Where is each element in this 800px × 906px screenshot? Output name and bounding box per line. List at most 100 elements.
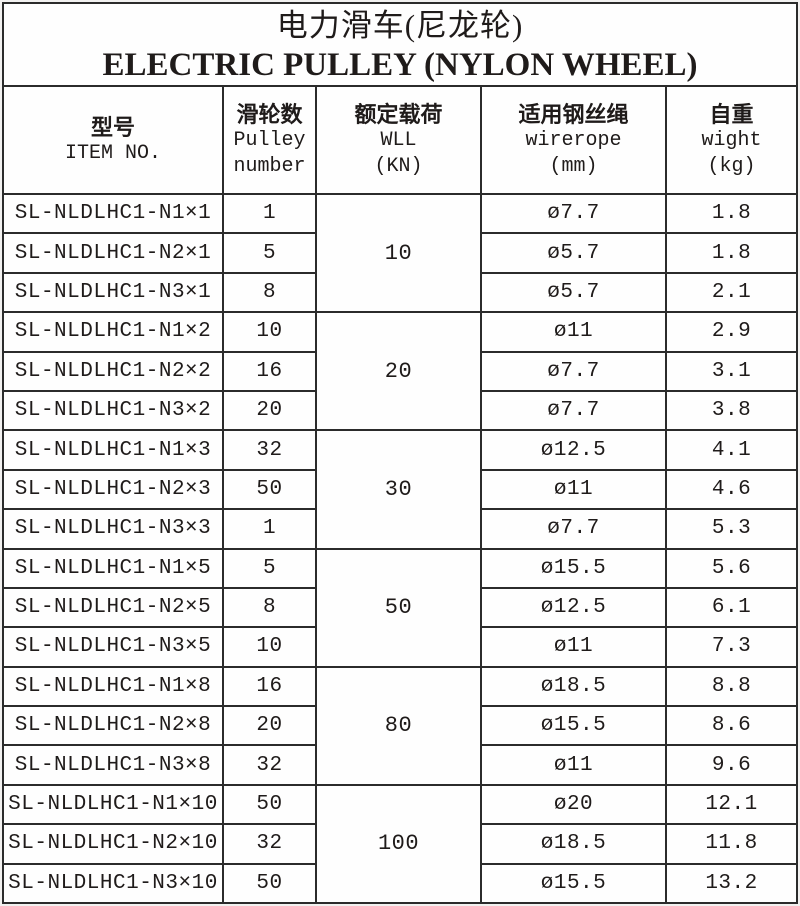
cell-wirerope: ø7.7	[480, 389, 667, 432]
table-body: SL-NLDLHC1-N1×1 1 10 ø7.7 1.8 SL-NLDLHC1-N2×1…	[2, 192, 799, 905]
cell-weight: 7.3	[664, 626, 799, 668]
column-header-weight-line: wight	[701, 128, 762, 152]
column-header-wll-line: (KN)	[374, 154, 423, 178]
table-row: SL-NLDLHC1-N2×3 50 ø11 4.6	[2, 468, 799, 511]
column-header-row: 型号 ITEM NO. 滑轮数 Pulley number 额定载荷 WLL (KN) 适用钢丝…	[2, 85, 799, 195]
cell-pulley-number: 8	[222, 271, 317, 314]
cell-pulley-number: 8	[222, 586, 317, 629]
cell-wirerope: ø18.5	[480, 823, 667, 865]
cell-pulley-number: 10	[222, 626, 317, 668]
cell-weight: 2.1	[664, 271, 799, 314]
cell-item-no: SL-NLDLHC1-N2×1	[2, 232, 224, 274]
cell-pulley-number: 32	[222, 429, 317, 471]
table-row: SL-NLDLHC1-N1×8 16 80 ø18.5 8.8	[2, 665, 799, 786]
cell-wirerope: ø5.7	[480, 271, 667, 314]
table-row: SL-NLDLHC1-N1×5 5 50 ø15.5 5.6	[2, 547, 799, 668]
cell-item-no: SL-NLDLHC1-N2×5	[2, 586, 224, 629]
cell-item-no: SL-NLDLHC1-N2×2	[2, 350, 224, 392]
column-header-item: 型号 ITEM NO.	[2, 85, 224, 195]
cell-pulley-number: 1	[222, 192, 317, 235]
cell-wirerope: ø5.7	[480, 232, 667, 274]
cell-weight: 5.3	[664, 508, 799, 550]
cell-wirerope: ø15.5	[480, 862, 667, 905]
cell-wll: 100	[315, 783, 482, 905]
cell-pulley-number: 16	[222, 350, 317, 392]
table-row: SL-NLDLHC1-N3×3 1 ø7.7 5.3	[2, 508, 799, 550]
table-title-cell: 电力滑车(尼龙轮) ELECTRIC PULLEY (NYLON WHEEL)	[1, 2, 799, 87]
cell-pulley-number: 32	[222, 823, 317, 865]
cell-item-no: SL-NLDLHC1-N1×8	[2, 665, 224, 708]
cell-wll: 10	[315, 192, 482, 314]
cell-weight: 11.8	[664, 823, 799, 865]
cell-item-no: SL-NLDLHC1-N1×10	[2, 783, 224, 826]
cell-item-no: SL-NLDLHC1-N1×5	[2, 547, 224, 589]
cell-pulley-number: 1	[222, 508, 317, 550]
cell-wirerope: ø12.5	[480, 429, 667, 471]
cell-item-no: SL-NLDLHC1-N3×8	[2, 744, 224, 786]
cell-wirerope: ø15.5	[480, 547, 667, 589]
cell-wirerope: ø7.7	[480, 508, 667, 550]
cell-item-no: SL-NLDLHC1-N2×10	[2, 823, 224, 865]
cell-item-no: SL-NLDLHC1-N3×2	[2, 389, 224, 432]
cell-pulley-number: 10	[222, 311, 317, 353]
table-row: SL-NLDLHC1-N2×8 20 ø15.5 8.6	[2, 705, 799, 747]
table-row: SL-NLDLHC1-N1×2 10 20 ø11 2.9	[2, 311, 799, 432]
cell-item-no: SL-NLDLHC1-N1×1	[2, 192, 224, 235]
cell-wirerope: ø7.7	[480, 350, 667, 392]
table-row: SL-NLDLHC1-N3×2 20 ø7.7 3.8	[2, 389, 799, 432]
cell-item-no: SL-NLDLHC1-N3×3	[2, 508, 224, 550]
cell-wll: 50	[315, 547, 482, 668]
title-row: 电力滑车(尼龙轮) ELECTRIC PULLEY (NYLON WHEEL)	[1, 2, 799, 87]
table-row: SL-NLDLHC1-N2×10 32 ø18.5 11.8	[2, 823, 799, 865]
cell-pulley-number: 50	[222, 783, 317, 826]
cell-wirerope: ø11	[480, 468, 667, 511]
cell-pulley-number: 20	[222, 705, 317, 747]
cell-wirerope: ø18.5	[480, 665, 667, 708]
column-header-weight-line: (kg)	[707, 154, 756, 178]
cell-item-no: SL-NLDLHC1-N1×3	[2, 429, 224, 471]
column-header-wll: 额定载荷 WLL (KN)	[315, 85, 482, 195]
column-header-item-line: ITEM NO.	[64, 141, 161, 165]
table-row: SL-NLDLHC1-N1×1 1 10 ø7.7 1.8	[2, 192, 799, 314]
cell-weight: 8.6	[664, 705, 799, 747]
table-row: SL-NLDLHC1-N2×5 8 ø12.5 6.1	[2, 586, 799, 629]
cell-pulley-number: 50	[222, 862, 317, 905]
cell-wll: 20	[315, 311, 482, 432]
cell-weight: 6.1	[664, 586, 799, 629]
cell-weight: 4.1	[664, 429, 799, 471]
table-row: SL-NLDLHC1-N2×1 5 ø5.7 1.8	[2, 232, 799, 274]
column-header-wll-line: WLL	[380, 128, 417, 152]
column-header-pulley-line: 滑轮数	[236, 101, 303, 127]
cell-weight: 3.1	[664, 350, 799, 392]
cell-item-no: SL-NLDLHC1-N3×5	[2, 626, 224, 668]
column-header-wirerope-line: wirerope	[525, 128, 622, 152]
table-row: SL-NLDLHC1-N3×8 32 ø11 9.6	[2, 744, 799, 786]
column-header-wll-line: 额定载荷	[354, 101, 443, 127]
cell-weight: 1.8	[664, 192, 799, 235]
cell-weight: 8.8	[664, 665, 799, 708]
cell-wirerope: ø11	[480, 311, 667, 353]
table-title-chinese: 电力滑车(尼龙轮)	[276, 7, 524, 43]
cell-weight: 5.6	[664, 547, 799, 589]
table-row: SL-NLDLHC1-N3×10 50 ø15.5 13.2	[2, 862, 799, 905]
cell-pulley-number: 32	[222, 744, 317, 786]
cell-weight: 13.2	[664, 862, 799, 905]
column-header-weight: 自重 wight (kg)	[664, 85, 799, 195]
column-header-pulley: 滑轮数 Pulley number	[222, 85, 317, 195]
column-header-weight-line: 自重	[709, 101, 754, 127]
column-header-wirerope-line: 适用钢丝绳	[518, 101, 629, 127]
column-header-item-line: 型号	[90, 114, 135, 140]
cell-wirerope: ø12.5	[480, 586, 667, 629]
cell-pulley-number: 16	[222, 665, 317, 708]
cell-pulley-number: 5	[222, 547, 317, 589]
cell-wll: 80	[315, 665, 482, 786]
cell-item-no: SL-NLDLHC1-N3×10	[2, 862, 224, 905]
cell-pulley-number: 50	[222, 468, 317, 511]
column-header-wirerope: 适用钢丝绳 wirerope (mm)	[480, 85, 667, 195]
cell-weight: 4.6	[664, 468, 799, 511]
cell-item-no: SL-NLDLHC1-N2×3	[2, 468, 224, 511]
cell-weight: 1.8	[664, 232, 799, 274]
table-head: 电力滑车(尼龙轮) ELECTRIC PULLEY (NYLON WHEEL) …	[1, 2, 799, 195]
